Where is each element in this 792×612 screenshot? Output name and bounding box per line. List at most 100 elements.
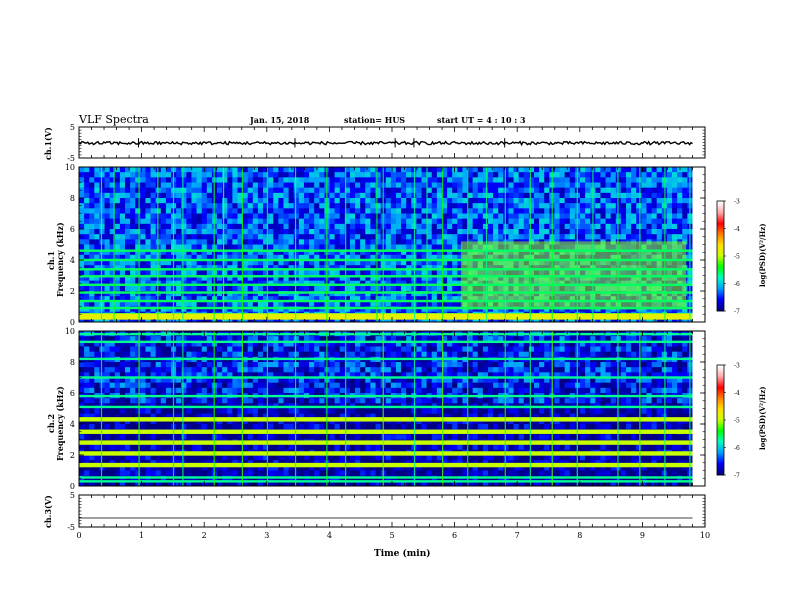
horizontal-emission-line [79,268,693,271]
sferic-line [639,331,641,486]
sferic-line [617,167,619,322]
x-tick-label: 4 [327,531,332,540]
horizontal-emission-line [79,376,693,379]
sferic-line [100,167,103,322]
sferic-line [294,331,297,486]
sferic-line [172,167,175,322]
y-tick-label: 0 [70,318,75,327]
horizontal-emission-line [79,306,693,310]
x-tick-label: 0 [76,531,81,540]
sferic-line [551,167,553,322]
horizontal-emission-line [79,283,693,286]
horizontal-emission-line [79,332,693,336]
x-tick-label: 6 [452,531,457,540]
sferic-line [213,167,215,322]
horizontal-emission-line [79,440,693,445]
sferic-line [689,167,691,322]
horizontal-emission-line [79,299,693,303]
sferic-line [294,167,297,322]
spectrogram-ch2 [79,331,705,487]
sferic-line [413,331,416,486]
y-tick-label: 2 [70,287,75,296]
colorbar-label-ch1: log(PSD)(V²/Hz) [758,223,767,287]
sferic-line [639,167,641,322]
horizontal-emission-line [79,417,693,422]
sferic-line [382,331,384,486]
sferic-line [113,167,115,322]
sferic-line [576,167,578,322]
chart-title: VLF Spectra [79,113,149,126]
colorbar-tick-label: -4 [734,390,740,397]
sferic-line [664,331,666,486]
sferic-line [376,167,378,322]
sferic-line [467,331,469,486]
sferic-line [617,331,619,486]
colorbar-tick-label: -3 [734,199,740,206]
sferic-line [345,331,347,486]
sferic-line [266,331,268,486]
colorbar-tick-label: -6 [734,445,740,452]
waveform-line-0 [78,140,693,147]
x-tick-label: 9 [640,531,645,540]
colorbar-tick-label: -7 [734,473,740,480]
sferic-line [241,331,243,486]
horizontal-emission-line [79,275,693,278]
x-tick-label: 5 [389,531,394,540]
horizontal-emission-line [79,258,693,262]
sferic-line [213,331,215,486]
y-tick-label: 2 [70,451,75,460]
x-tick-label: 2 [202,531,207,540]
x-tick-label: 7 [515,531,520,540]
low-frequency-band [79,313,693,320]
horizontal-emission-line [79,405,693,409]
horizontal-emission-line [79,340,693,344]
spectrogram-ch1 [79,167,705,323]
sferic-line [266,167,268,322]
sferic-line [100,331,103,486]
sferic-line [504,167,506,322]
y-tick-label: 8 [70,358,75,367]
y-tick-label: 10 [65,327,75,336]
colorbar-tick-label: -5 [734,418,740,425]
sferic-line [413,167,416,322]
colorbar-label-ch2: log(PSD)(V²/Hz) [758,386,767,450]
sferic-line [241,167,243,322]
colorbar-tick-label: -7 [734,309,740,316]
sferic-line [551,331,553,486]
sferic-line [504,331,506,486]
station-label: station= HUS [344,115,406,125]
sferic-line [664,167,666,322]
sferic-line [426,167,428,322]
sferic-line [326,167,328,322]
sferic-line [576,331,578,486]
sferic-line [442,167,444,322]
x-tick-label: 10 [700,531,710,540]
sferic-line [592,167,594,322]
y-tick-label: 6 [70,389,75,398]
colorbar-1: -3 -4 -5 -6 -7 [716,199,740,316]
sferic-line [442,331,444,486]
y-tick-label: 4 [70,256,75,265]
y-tick-label: 6 [70,225,75,234]
y-tick-label: -5 [67,523,75,532]
sferic-line [157,167,159,322]
date-label: Jan. 15, 2018 [250,115,310,125]
sferic-line [467,167,469,322]
sferic-line [529,331,531,486]
y-tick-label: 5 [70,123,75,132]
sferic-line [138,167,140,322]
horizontal-emission-line [79,480,693,483]
x-tick-label: 1 [139,531,144,540]
horizontal-emission-line [79,394,693,398]
start-time-label: start UT = 4 : 10 : 3 [437,115,526,125]
horizontal-emission-line [79,291,693,294]
horizontal-emission-line [79,357,693,361]
y-tick-label: 5 [70,491,75,500]
sferic-line [222,167,225,322]
horizontal-emission-line [79,249,693,252]
sferic-line [182,167,184,322]
sferic-line [689,331,691,486]
colorbar-tick-label: -3 [734,363,740,370]
x-tick-label: 3 [264,531,269,540]
